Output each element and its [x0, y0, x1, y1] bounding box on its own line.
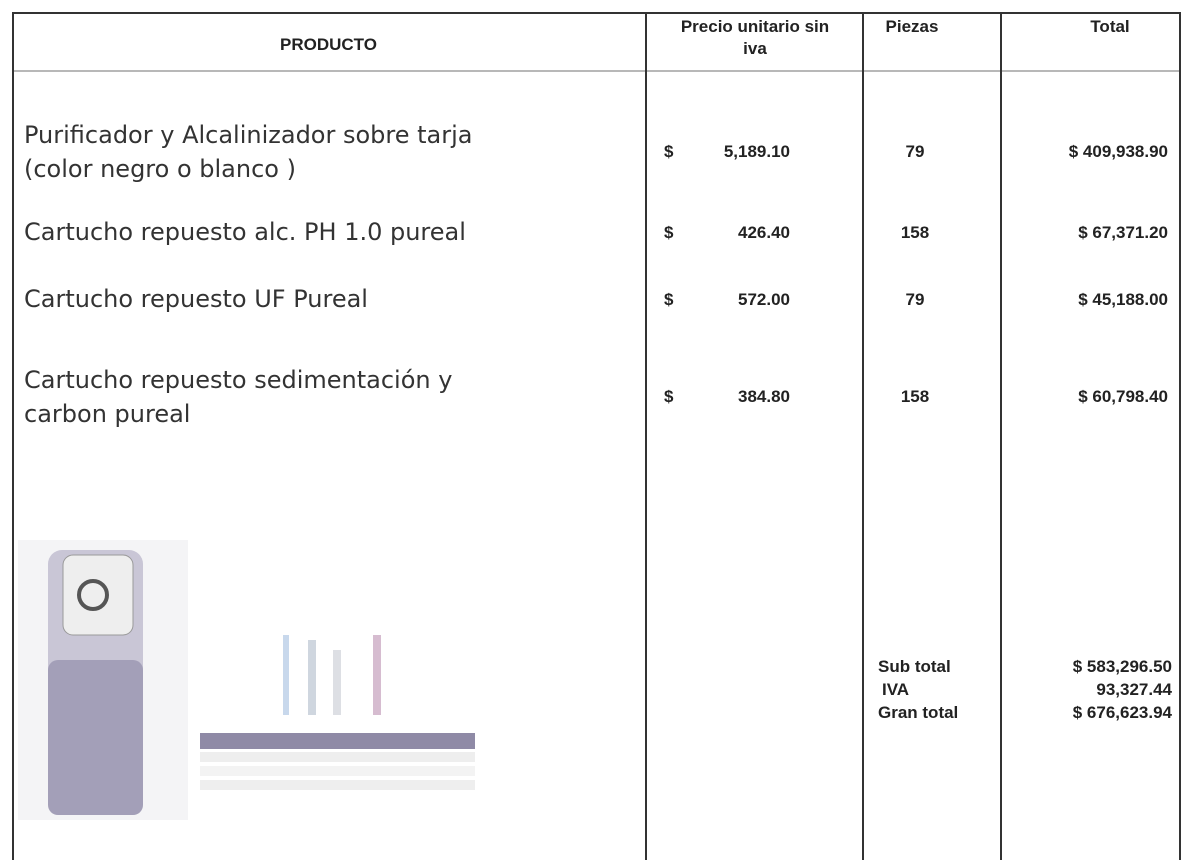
header-cell: Piezas — [885, 17, 939, 36]
line-total: $ 45,188.00 — [1078, 290, 1168, 309]
line-total: $ 67,371.20 — [1078, 223, 1168, 242]
currency: $ — [664, 290, 674, 309]
column-divider — [862, 12, 864, 860]
header-cell: PRODUCTO — [280, 35, 377, 54]
column-divider — [1000, 12, 1002, 860]
currency: $ — [664, 387, 674, 406]
product-name: (color negro o blanco ) — [24, 155, 296, 183]
product-name: Cartucho repuesto alc. PH 1.0 pureal — [24, 218, 466, 246]
summary-value: 93,327.44 — [1096, 680, 1172, 699]
header-cell: Total — [1090, 17, 1130, 36]
table-border — [1179, 12, 1181, 860]
summary-value: $ 676,623.94 — [1072, 703, 1172, 722]
unit-price: 426.40 — [738, 223, 790, 242]
line-total: $ 409,938.90 — [1068, 142, 1168, 161]
table-border — [12, 12, 1180, 14]
currency: $ — [664, 223, 674, 242]
pieces: 79 — [905, 142, 925, 161]
product-image — [18, 540, 475, 820]
product-name: carbon pureal — [24, 400, 191, 428]
column-divider — [645, 12, 647, 860]
pieces: 158 — [900, 223, 930, 242]
header-divider — [12, 70, 1180, 72]
summary-label: Sub total — [878, 657, 951, 676]
unit-price: 384.80 — [738, 387, 790, 406]
product-name: Cartucho repuesto sedimentación y — [24, 366, 453, 394]
summary-label: Gran total — [878, 703, 959, 722]
product-name: Cartucho repuesto UF Pureal — [24, 285, 368, 313]
currency: $ — [664, 142, 674, 161]
unit-price: 5,189.10 — [723, 142, 790, 161]
header-cell: Precio unitario sin iva — [680, 17, 830, 58]
product-name: Purificador y Alcalinizador sobre tarja — [24, 121, 473, 149]
summary-value: $ 583,296.50 — [1072, 657, 1172, 676]
line-total: $ 60,798.40 — [1078, 387, 1168, 406]
summary-label: IVA — [882, 680, 910, 699]
pieces: 158 — [900, 387, 930, 406]
pieces: 79 — [905, 290, 925, 309]
unit-price: 572.00 — [738, 290, 790, 309]
table-border — [12, 12, 14, 860]
